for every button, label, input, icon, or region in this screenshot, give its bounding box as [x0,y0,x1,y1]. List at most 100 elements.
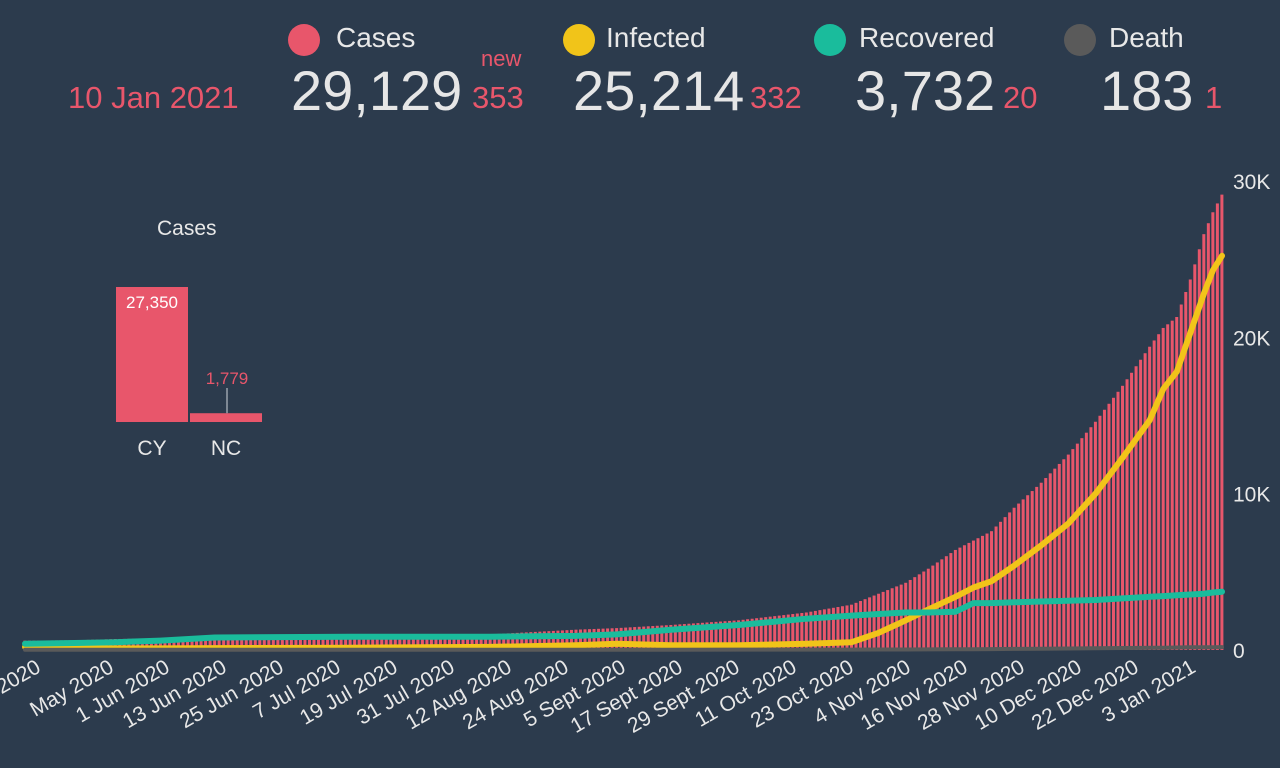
cases-bar [958,547,962,650]
cases-bar [438,634,442,650]
cases-bar [262,635,266,650]
stat-infected: Infected 25,214 332 [563,20,808,122]
cases-bar [1130,372,1134,650]
cases-bar [687,623,691,650]
cases-bar [786,614,790,650]
cases-bar [285,635,289,650]
cases-bar [773,616,777,650]
cases-bar [1071,449,1075,650]
cases-bar [840,606,844,650]
cases-bar [1125,379,1129,650]
cases-bar [479,634,483,650]
cases-bar [822,609,826,650]
cases-bar [208,636,212,650]
cases-bar [1211,212,1215,650]
cases-bar [700,622,704,650]
cases-bar [204,636,208,650]
cases-bar [1066,454,1070,650]
cases-bar [904,582,908,650]
line-recovered [22,588,1225,647]
cases-bar [619,627,623,650]
cases-bar [976,538,980,650]
cases-bar [443,634,447,650]
cases-bar [190,637,194,650]
cases-bar [1089,427,1093,650]
cases-bar [145,638,149,650]
cases-bar [1121,385,1125,650]
cases-bar [1102,409,1106,650]
cases-bar [1053,468,1057,650]
cases-bar [994,526,998,650]
stat-death: Death 183 1 [1064,20,1234,122]
cases-bar [574,629,578,650]
cases-bar [682,624,686,650]
y-tick-label: 20K [1233,327,1270,350]
cases-bar [759,617,763,650]
cases-bar [1220,194,1224,650]
cases-bar [601,628,605,650]
stat-death-label: Death [1109,22,1184,53]
cases-bar [1161,327,1165,650]
cases-bar [719,621,723,650]
cases-bar [298,635,302,650]
cases-bar [326,635,330,650]
cases-bar [981,535,984,650]
cases-bar [533,631,537,650]
cases-bar [402,634,406,650]
stat-death-delta: 1 [1205,80,1223,115]
cases-bar [172,637,176,650]
cases-bar [1184,291,1188,650]
cases-bar [181,637,185,650]
cases-bar [967,542,971,650]
cases-bar [470,634,474,650]
cases-bar [420,634,424,650]
cases-bar [583,629,587,650]
cases-bar [728,620,732,650]
report-date: 10 Jan 2021 [68,80,239,115]
cases-bar [610,628,614,650]
cases-bar [547,631,551,650]
cases-bar [307,635,311,650]
cases-bar [199,636,203,650]
cases-bar [321,635,325,650]
cases-bar [818,610,822,650]
cases-bar [515,632,519,650]
cases-bar [560,630,564,650]
stat-recovered-label: Recovered [859,22,995,53]
mini-value-label: 27,350 [126,293,178,312]
cases-bar [646,626,650,650]
cases-bar [881,591,885,650]
cases-bar [353,635,357,650]
cases-bar [709,622,713,650]
cases-bar [859,601,863,650]
cases-bar [330,635,334,650]
cases-bar [556,630,560,650]
stat-recovered: Recovered 3,732 20 [814,20,1044,122]
cases-bar [836,607,840,650]
cases-bar [158,638,162,650]
cases-bar [529,632,533,650]
cases-bar [705,622,709,650]
cases-bar [899,584,903,650]
cases-bar [240,636,244,650]
cases-bar [466,634,470,650]
cases-bar [348,635,352,650]
recovered-legend-dot [814,24,846,56]
cases-bar [226,636,230,650]
cases-bar [660,625,664,650]
cases-bar [1152,340,1156,650]
cases-bar [511,633,515,650]
cases-bar [312,635,316,650]
cases-bar [1107,403,1111,650]
cases-bar [393,634,397,650]
cases-bar [1148,346,1152,650]
cases-bar [655,625,659,650]
cases-bar [457,634,461,650]
cases-bar [289,635,293,650]
cases-bar [1175,317,1179,650]
stat-cases: Cases 29,129 new 353 [288,20,528,122]
cases-bar [696,623,700,650]
cases-bar [497,633,501,650]
cases-bar [1035,486,1039,650]
cases-bar [850,604,854,650]
